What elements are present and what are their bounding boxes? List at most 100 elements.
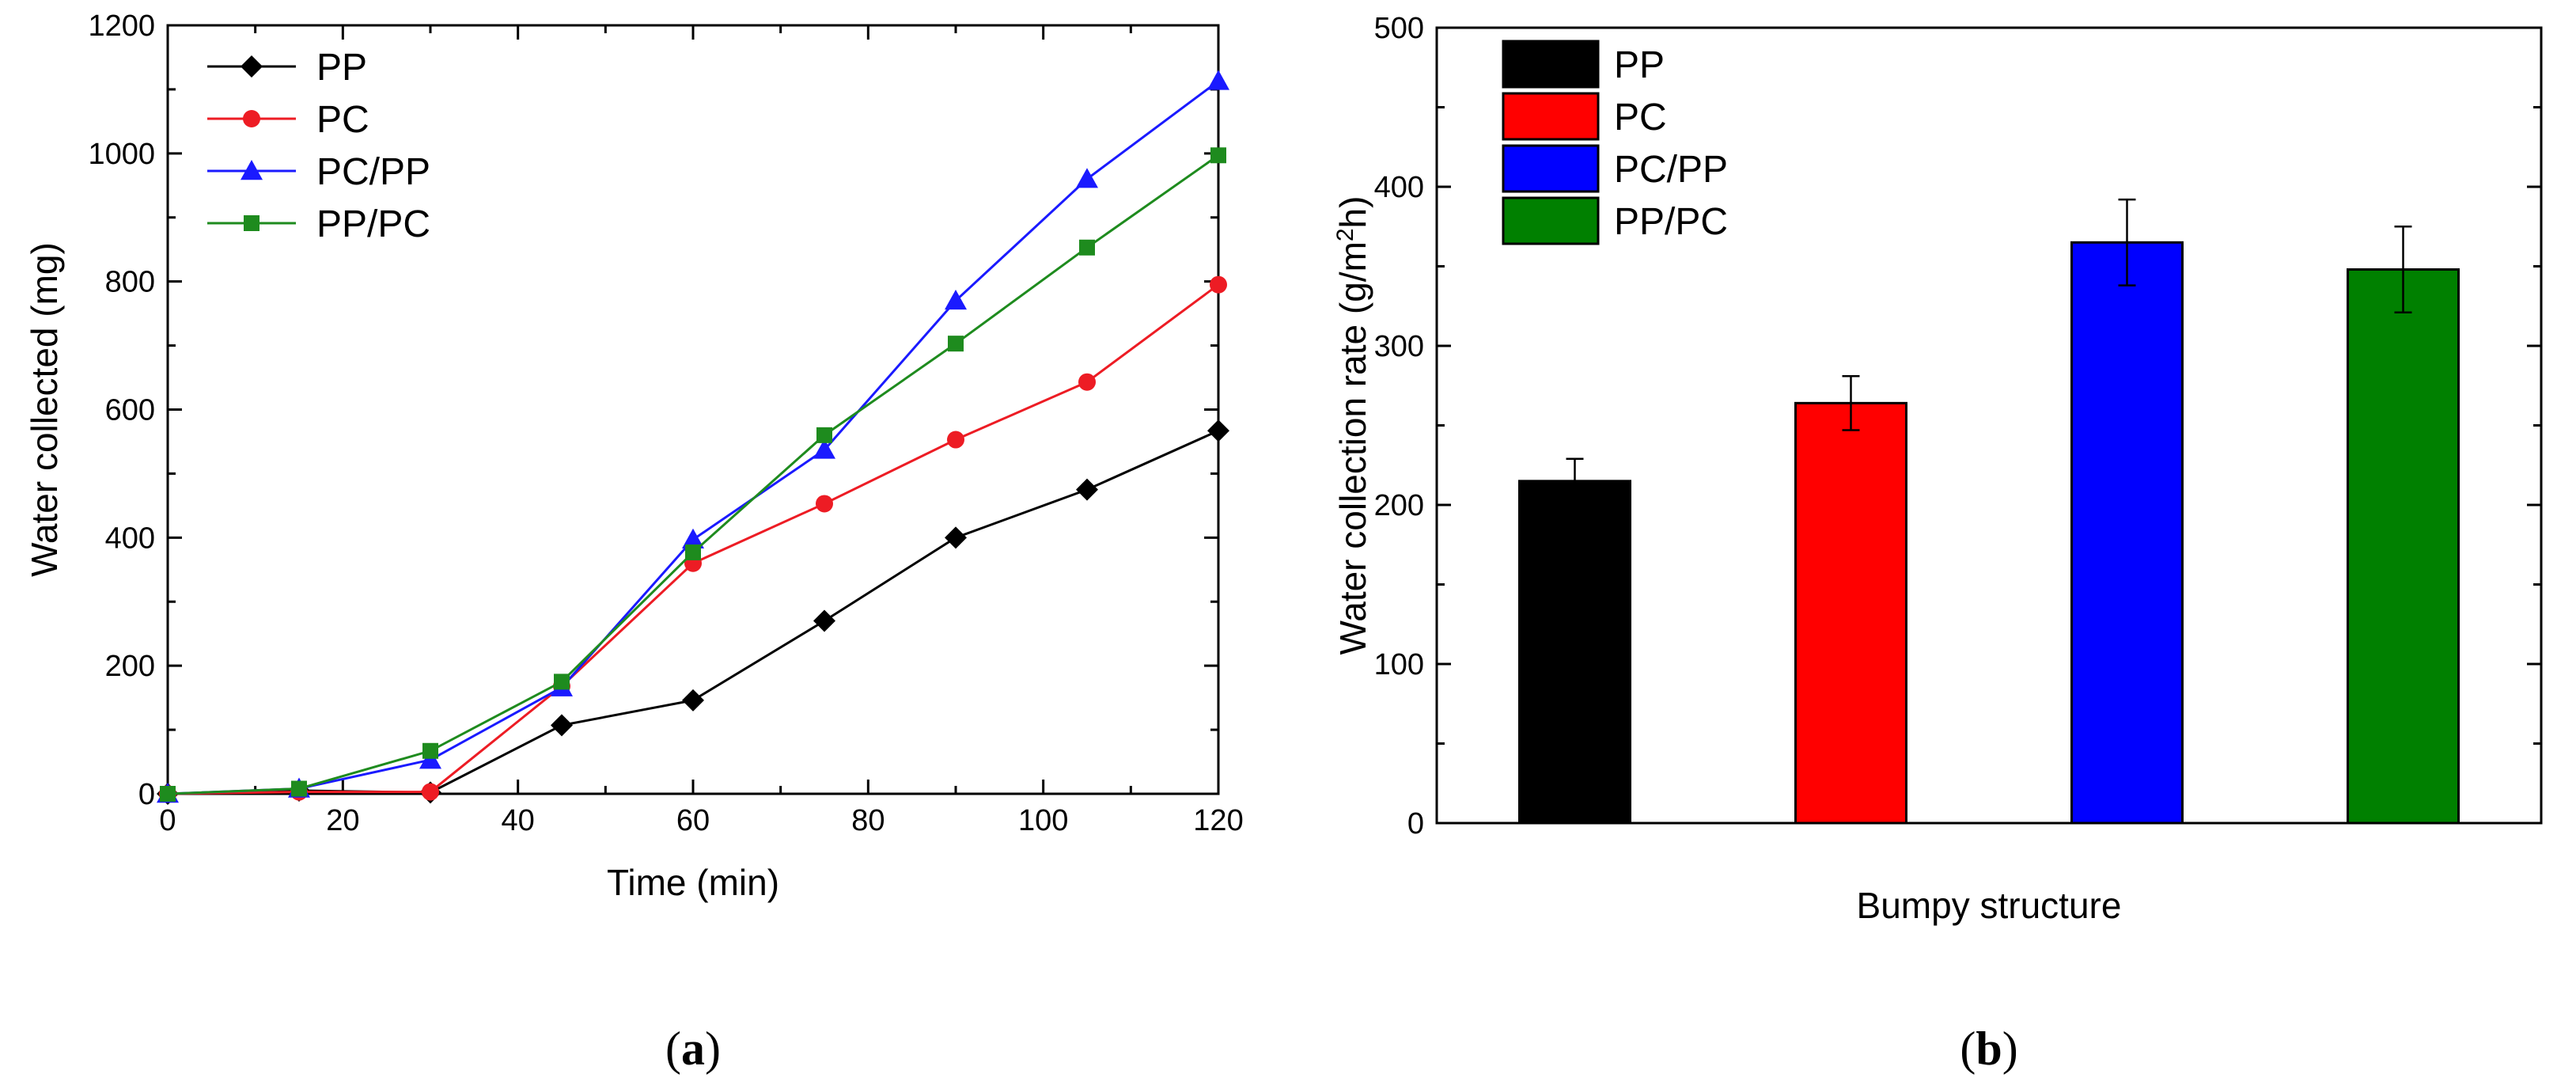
chart-a-line-pp (167, 429, 1219, 795)
chart-b-legend-item-pc-pp: PC/PP (1502, 144, 1728, 193)
chart-a-x-tick-label: 60 (676, 804, 710, 837)
chart-a-legend-marker (241, 55, 263, 78)
chart-b-y-axis-title-superscript: 2 (1332, 228, 1358, 241)
chart-b-bar-pc-pp (2070, 241, 2184, 825)
chart-a-point-pc-pp (813, 438, 835, 459)
chart-b-y-tick-label: 400 (1374, 171, 1424, 204)
chart-a-x-tick-label: 40 (502, 804, 535, 837)
chart-a-y-axis-title: Water collected (mg) (24, 242, 65, 577)
chart-b-legend-label: PP/PC (1614, 201, 1728, 243)
chart-a-point-pp (1207, 419, 1229, 442)
chart-b-y-tick-label: 500 (1374, 12, 1424, 45)
chart-a-point-pc-pp (1207, 70, 1229, 90)
chart-a-point-pc-pp (682, 528, 704, 548)
chart-a-legend-item-pp-pc: PP/PC (207, 203, 430, 245)
chart-a-panel-label-close: ) (705, 1023, 721, 1075)
chart-b-panel-label-close: ) (2002, 1023, 2018, 1075)
chart-b-legend-label: PC/PP (1614, 149, 1728, 191)
chart-a-panel-label: (a) (665, 1023, 721, 1075)
chart-b-panel-label-open: ( (1960, 1023, 1976, 1075)
chart-a-legend-label: PC (316, 99, 369, 141)
chart-a-point-pc (422, 783, 439, 801)
chart-b-panel-label: (b) (1960, 1023, 2017, 1075)
chart-b-legend-swatch (1502, 144, 1600, 193)
chart-b-y-tick-label: 300 (1374, 330, 1424, 363)
chart-a-y-tick-label: 200 (105, 650, 155, 683)
chart-a-legend-label: PP (316, 47, 367, 89)
chart-a-point-pp-pc (554, 674, 570, 690)
chart-b-panel-label-letter: b (1976, 1023, 2002, 1075)
chart-b-legend: PP PC PC/PP PP/PC (1502, 40, 1728, 245)
chart-a-x-tick-label: 20 (326, 804, 359, 837)
chart-a-x-axis-title: Time (min) (607, 862, 779, 903)
chart-b-bar-pp-pc (2347, 268, 2460, 825)
chart-a-legend: PP PC PC/PP PP/PC (207, 47, 430, 245)
chart-a-y-tick-label: 600 (105, 394, 155, 427)
chart-a-x-tick-label: 120 (1193, 804, 1243, 837)
chart-a-point-pp (682, 689, 704, 711)
chart-a-y-tick-label: 400 (105, 522, 155, 555)
chart-b-ticks: 0 100 200 300 400 500 (1374, 12, 2541, 840)
chart-b-legend-item-pp: PP (1502, 40, 1665, 89)
chart-a-legend-label: PC/PP (316, 151, 430, 193)
chart-a-x-tick-label: 80 (851, 804, 885, 837)
chart-a-y-tick-label: 0 (138, 778, 155, 811)
chart-a-point-pp-pc (160, 786, 176, 802)
chart-a-panel-label-open: ( (665, 1023, 681, 1075)
chart-b-legend-label: PC (1614, 97, 1667, 138)
chart-b-bar-group-pc-pp (2070, 198, 2184, 825)
chart-a-x-tick-label: 100 (1018, 804, 1068, 837)
chart-b-y-tick-label: 200 (1374, 489, 1424, 522)
chart-b-legend-item-pp-pc: PP/PC (1502, 196, 1728, 245)
chart-a-point-pc-pp (945, 289, 967, 310)
chart-b-y-axis-title-part1: Water collection rate (g/m (1332, 241, 1373, 655)
chart-b: 0 100 200 300 400 500 PP PC PC/PP PP/PC Bumpy st… (1332, 12, 2543, 1075)
chart-b-legend-swatch (1502, 196, 1600, 245)
chart-b-y-tick-label: 100 (1374, 648, 1424, 681)
chart-b-y-axis-title-part2: h) (1332, 196, 1373, 229)
chart-a-point-pp-pc (685, 544, 701, 560)
chart-a-point-pp (1076, 478, 1098, 501)
chart-b-bars (1518, 198, 2460, 825)
chart-a-legend-label: PP/PC (316, 203, 430, 245)
chart-b-y-axis-title: Water collection rate (g/m2h) (1332, 196, 1373, 655)
chart-b-y-tick-label: 0 (1407, 807, 1424, 840)
chart-b-legend-label: PP (1614, 44, 1665, 86)
chart-a-point-pc (1210, 275, 1227, 294)
chart-a-y-tick-label: 800 (105, 266, 155, 299)
chart-a-point-pp-pc (1210, 147, 1226, 164)
chart-a-legend-item-pp: PP (207, 47, 367, 89)
chart-a-point-pc (1078, 373, 1096, 391)
chart-a-legend-item-pc: PC (207, 99, 369, 141)
chart-a-point-pc-pp (1076, 168, 1098, 188)
chart-a-y-tick-label: 1000 (88, 138, 155, 171)
chart-a-series (157, 70, 1229, 805)
chart-a-panel-label-letter: a (681, 1023, 705, 1075)
chart-a-legend-marker (243, 110, 260, 127)
chart-b-legend-item-pc: PC (1502, 92, 1667, 141)
chart-a-point-pp-pc (1079, 239, 1095, 256)
chart-b-legend-swatch (1502, 40, 1600, 89)
chart-a-series-pp (157, 419, 1229, 805)
chart-a-legend-marker (241, 160, 263, 180)
chart-a-point-pc (947, 431, 964, 449)
chart-b-legend-swatch (1502, 92, 1600, 141)
chart-b-bar-pc (1794, 401, 1907, 825)
chart-b-bar-group-pc (1794, 374, 1907, 825)
chart-b-bar-group-pp (1518, 457, 1631, 825)
chart-a-point-pp (551, 714, 573, 737)
chart-b-bar-group-pp-pc (2347, 226, 2460, 825)
chart-a-point-pp-pc (422, 742, 438, 759)
chart-a-y-tick-label: 1200 (88, 9, 155, 43)
chart-b-x-axis-title: Bumpy structure (1857, 885, 2122, 926)
chart-a-point-pp (945, 526, 967, 549)
chart-a-point-pp-pc (291, 780, 307, 797)
chart-a-series-pp-pc (160, 147, 1226, 802)
chart-a-legend-marker (244, 215, 259, 231)
chart-a-point-pc (816, 495, 833, 513)
chart-a-legend-item-pc-pp: PC/PP (207, 151, 430, 193)
chart-a-point-pp (813, 609, 835, 632)
